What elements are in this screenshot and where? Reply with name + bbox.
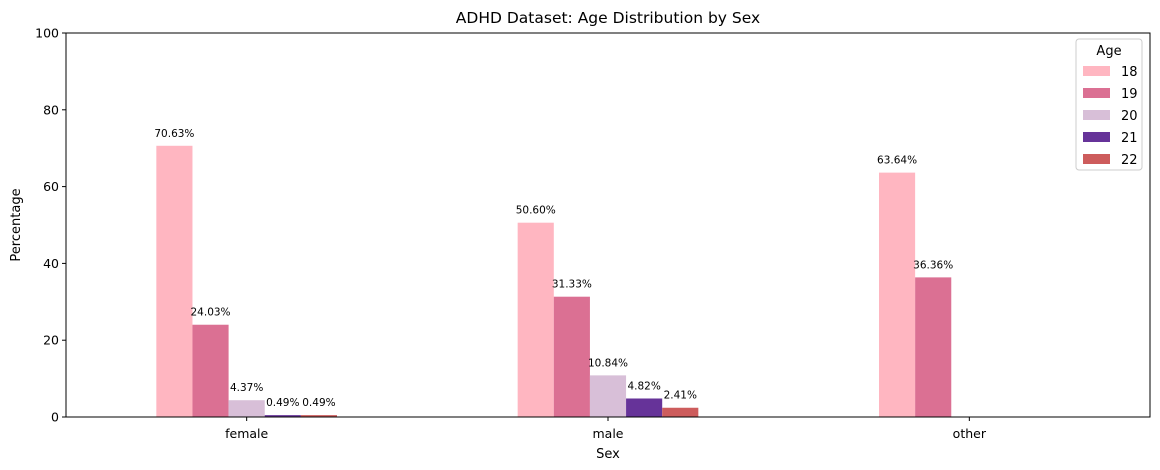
x-tick-label: male: [593, 426, 624, 441]
bar-data-label: 36.36%: [913, 259, 953, 271]
bar-male-age-20: [589, 375, 627, 417]
y-tick-label: 20: [43, 333, 59, 348]
bar-data-label: 63.64%: [877, 155, 917, 167]
bar-male-age-19: [553, 296, 590, 417]
legend-swatch-age-22: [1083, 154, 1110, 164]
legend-label: 22: [1121, 153, 1138, 168]
bar-data-label: 0.49%: [266, 397, 299, 409]
legend-label: 21: [1121, 131, 1138, 146]
legend-title: Age: [1096, 44, 1121, 59]
legend-swatch-age-20: [1083, 110, 1110, 120]
y-tick-label: 40: [43, 256, 59, 271]
legend-label: 18: [1121, 65, 1138, 80]
bar-data-label: 50.60%: [516, 205, 556, 217]
bar-male-age-21: [626, 398, 663, 417]
bar-other-age-18: [879, 172, 916, 417]
bar-female-age-19: [192, 324, 229, 417]
chart-title: ADHD Dataset: Age Distribution by Sex: [456, 9, 760, 27]
bar-male-age-22: [662, 407, 699, 417]
legend-label: 19: [1121, 87, 1138, 102]
x-tick-label: other: [953, 426, 987, 441]
y-axis: 0 20 40 60 80 100: [35, 26, 66, 425]
bar-data-label: 4.37%: [230, 382, 263, 394]
legend-label: 20: [1121, 109, 1138, 124]
bar-data-label: 2.41%: [664, 390, 697, 402]
x-tick-label: female: [225, 426, 268, 441]
bar-female-age-22: [300, 415, 337, 417]
y-tick-label: 80: [43, 102, 59, 117]
bar-female-age-18: [156, 145, 193, 417]
bars-group: [156, 145, 952, 417]
y-tick-label: 100: [35, 26, 59, 41]
bar-female-age-21: [264, 415, 301, 417]
bar-data-label: 0.49%: [302, 397, 335, 409]
y-tick-label: 0: [51, 410, 59, 425]
x-axis: female male other: [225, 417, 987, 441]
bar-female-age-20: [228, 400, 265, 417]
bar-data-label: 4.82%: [627, 380, 660, 392]
x-axis-label: Sex: [596, 447, 620, 462]
legend-swatch-age-19: [1083, 88, 1110, 98]
bar-other-age-19: [915, 277, 952, 417]
y-axis-label: Percentage: [9, 188, 24, 261]
y-tick-label: 60: [43, 179, 59, 194]
data-labels-group: 70.63%24.03%4.37%0.49% 0.49%50.60%31.33%1…: [154, 128, 953, 409]
bar-data-label: 24.03%: [191, 307, 231, 319]
bar-data-label: 10.84%: [588, 357, 628, 369]
legend-swatch-age-21: [1083, 132, 1110, 142]
legend-swatch-age-18: [1083, 66, 1110, 76]
bar-data-label: 70.63%: [154, 128, 194, 140]
bar-data-label: 31.33%: [552, 279, 592, 291]
plot-area-frame: [65, 32, 1151, 418]
bar-male-age-18: [517, 222, 554, 417]
